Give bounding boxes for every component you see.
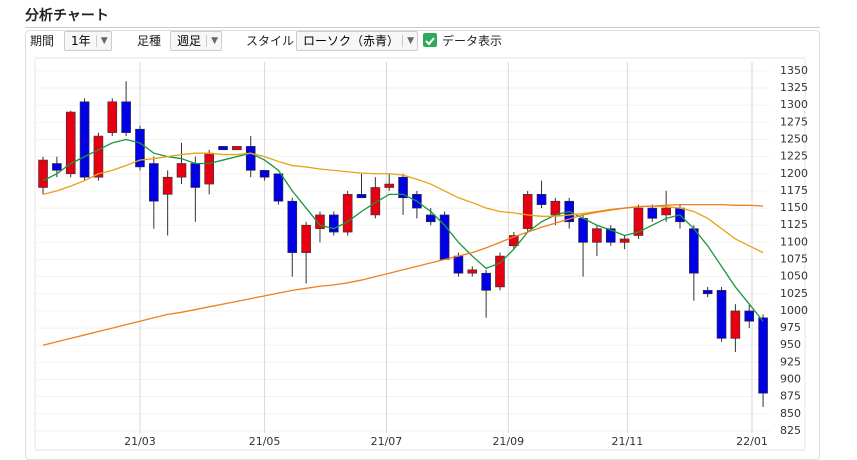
- candle-body: [578, 218, 588, 243]
- candle-body: [702, 290, 713, 295]
- candle-body: [592, 228, 602, 243]
- candle-body: [398, 176, 408, 199]
- x-tick-label: 22/01: [736, 435, 768, 448]
- period-select[interactable]: 1年 ▼: [64, 31, 112, 51]
- candle-body: [287, 200, 298, 253]
- candle-body: [522, 194, 533, 229]
- candle-body: [273, 173, 284, 202]
- x-tick-label: 21/03: [124, 435, 156, 448]
- plot-frame: [34, 57, 806, 451]
- x-tick-label: 21/09: [492, 435, 524, 448]
- y-tick-label: 1000: [780, 304, 808, 317]
- candle-body: [550, 200, 561, 216]
- y-tick-label: 1200: [780, 167, 808, 180]
- period-value: 1年: [71, 34, 91, 48]
- candle-body: [162, 176, 173, 195]
- candle-body: [342, 194, 353, 233]
- candle-body: [647, 207, 658, 219]
- candle-body: [453, 255, 464, 274]
- candle-body: [232, 146, 242, 151]
- candle-body: [633, 207, 644, 236]
- candle-body: [93, 135, 104, 178]
- page-title: 分析チャート: [25, 8, 109, 24]
- y-tick-label: 900: [780, 373, 801, 386]
- candle-body: [65, 111, 76, 175]
- bar-value: 週足: [177, 34, 202, 48]
- candle-body: [425, 214, 436, 223]
- candle-body: [38, 159, 48, 188]
- candle-body: [52, 163, 62, 171]
- candle-body: [619, 238, 630, 243]
- y-tick-label: 1175: [780, 184, 808, 197]
- candle-body: [121, 101, 131, 133]
- divider: [25, 27, 820, 28]
- y-tick-label: 1225: [780, 150, 808, 163]
- y-tick-label: 950: [780, 338, 801, 351]
- y-tick-label: 875: [780, 390, 801, 403]
- candle-body: [107, 101, 118, 133]
- style-label: スタイル: [246, 34, 295, 48]
- moving-average-line: [42, 203, 764, 346]
- candle-body: [605, 228, 616, 243]
- moving-average-line: [42, 138, 764, 322]
- candle-body: [495, 255, 505, 288]
- y-tick-label: 1300: [780, 98, 808, 111]
- candle-body: [245, 146, 256, 171]
- y-tick-label: 1075: [780, 253, 808, 266]
- candle-body: [204, 152, 214, 185]
- candle-body: [481, 272, 491, 291]
- candle-body: [315, 214, 325, 229]
- candle-body: [259, 170, 270, 178]
- candle-body: [716, 290, 727, 339]
- candle-body: [190, 163, 201, 188]
- data-toggle-label: データ表示: [442, 34, 503, 48]
- y-tick-label: 975: [780, 321, 801, 334]
- candle-body: [467, 269, 478, 274]
- candle-body: [370, 187, 381, 216]
- candle-body: [689, 228, 699, 274]
- candle-body: [384, 183, 395, 188]
- style-select[interactable]: ローソク（赤青） ▼: [296, 31, 418, 51]
- candle-body: [744, 310, 755, 322]
- candle-body: [218, 146, 228, 151]
- candle-body: [329, 214, 339, 233]
- candle-body: [149, 163, 159, 202]
- y-tick-label: 1350: [780, 64, 808, 77]
- x-tick-label: 21/05: [249, 435, 281, 448]
- candle-body: [536, 194, 547, 205]
- candle-body: [79, 101, 90, 178]
- candle-body: [301, 224, 311, 253]
- x-tick-label: 21/07: [371, 435, 403, 448]
- y-tick-label: 1325: [780, 81, 808, 94]
- candle-body: [176, 163, 187, 178]
- y-tick-label: 1100: [780, 235, 808, 248]
- candle-body: [661, 207, 671, 216]
- bar-select[interactable]: 週足 ▼: [170, 31, 223, 51]
- y-tick-label: 850: [780, 407, 801, 420]
- y-tick-label: 1125: [780, 218, 808, 231]
- data-checkbox[interactable]: [423, 33, 437, 47]
- candle-body: [758, 317, 768, 394]
- candle-body: [135, 128, 145, 168]
- y-tick-label: 1025: [780, 287, 808, 300]
- y-tick-label: 1050: [780, 270, 808, 283]
- style-value: ローソク（赤青）: [303, 34, 400, 48]
- y-tick-label: 1150: [780, 201, 808, 214]
- y-tick-label: 1250: [780, 132, 808, 145]
- candle-body: [356, 194, 367, 199]
- period-label: 期間: [30, 34, 55, 48]
- y-tick-label: 825: [780, 424, 801, 437]
- candle-body: [509, 235, 519, 247]
- x-tick-label: 21/11: [612, 435, 644, 448]
- bar-label: 足種: [137, 34, 162, 48]
- y-tick-label: 925: [780, 355, 801, 368]
- candle-body: [730, 310, 741, 339]
- y-tick-label: 1275: [780, 115, 808, 128]
